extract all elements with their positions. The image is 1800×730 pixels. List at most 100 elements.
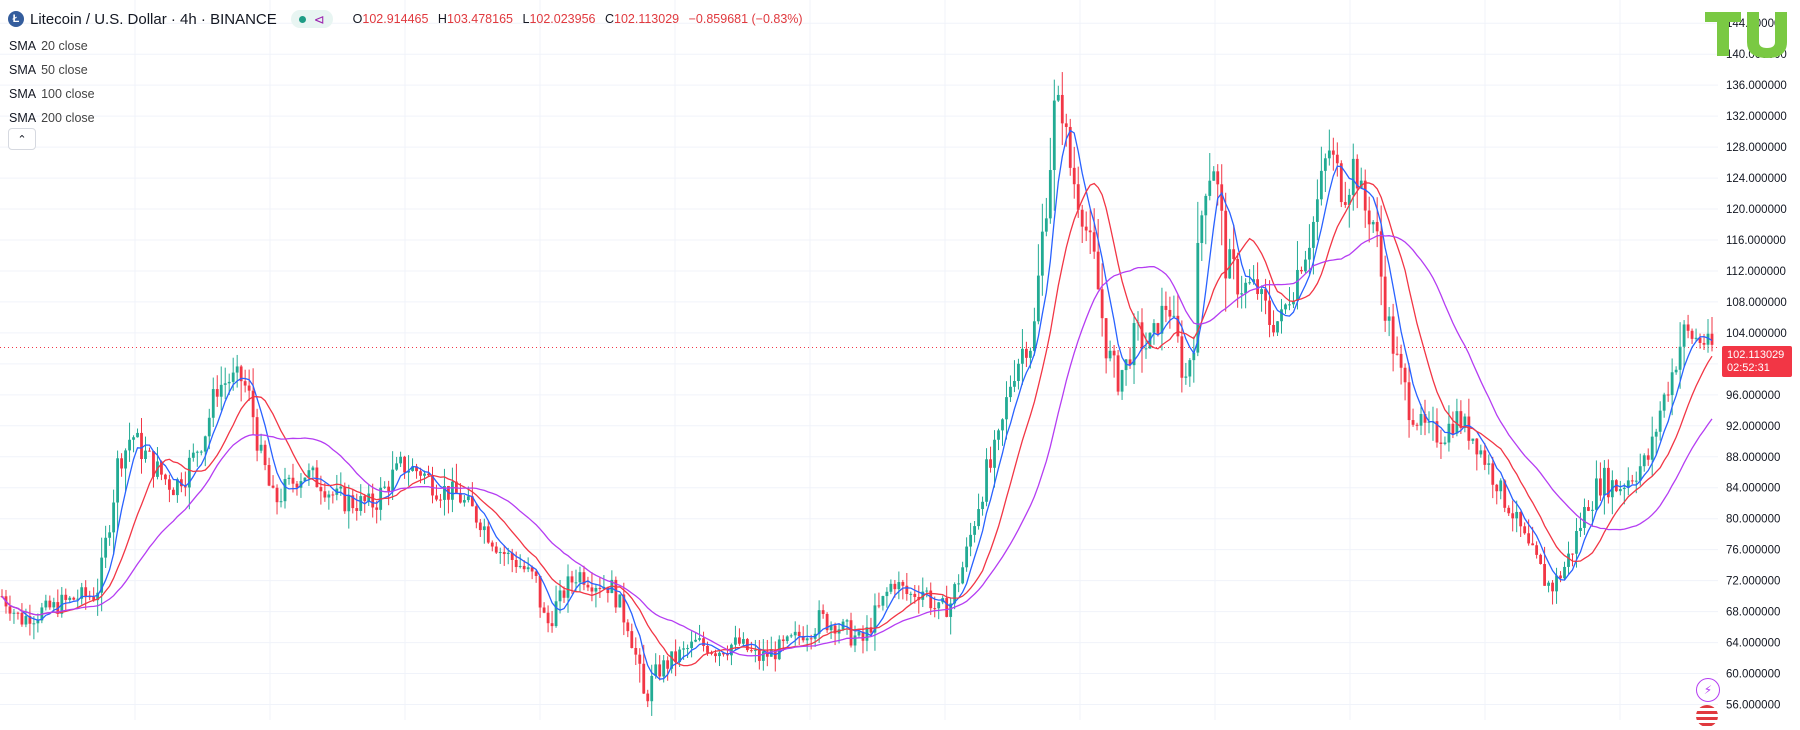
candle-body [590, 587, 594, 592]
candle-body [1415, 424, 1419, 426]
candle-body [726, 654, 729, 656]
candle-body [829, 625, 833, 631]
candle-body [514, 560, 518, 568]
candle-body [235, 366, 239, 373]
candle-body [622, 594, 626, 623]
candle-body [1670, 372, 1674, 396]
candle-body [1240, 293, 1244, 295]
candle-body [247, 385, 251, 391]
candle-body [909, 593, 913, 595]
candle-body [598, 587, 602, 589]
us-flag-icon[interactable] [1696, 705, 1718, 727]
candle-body [722, 652, 725, 655]
price-axis: 144.000000140.000000136.000000132.000000… [1726, 18, 1787, 711]
candle-body [1300, 269, 1303, 272]
indicator-sma-20[interactable]: SMA 20 close [9, 39, 88, 53]
candle-body [686, 648, 689, 650]
candle-body [1531, 543, 1535, 546]
candle-body [1280, 309, 1283, 322]
indicator-sma-50[interactable]: SMA 50 close [9, 63, 88, 77]
candle-body [1339, 163, 1343, 203]
candle-body [1543, 563, 1546, 586]
flash-icon[interactable]: ⚡ [1696, 678, 1720, 702]
candle-body [658, 664, 662, 677]
candle-body [793, 631, 797, 636]
candle-body [168, 479, 171, 490]
price-tick-label: 104.000000 [1726, 328, 1787, 340]
candle-body [1272, 324, 1275, 333]
candle-body [785, 636, 789, 642]
share-icon[interactable]: ⊲ [313, 11, 325, 27]
candle-body [1710, 333, 1714, 345]
price-tick-label: 96.000000 [1726, 390, 1780, 402]
candle-body [666, 660, 670, 669]
price-tick-label: 124.000000 [1726, 173, 1787, 185]
candle-body [989, 459, 992, 468]
candle-body [1443, 442, 1447, 444]
candle-body [351, 495, 355, 509]
collapse-legend-button[interactable]: ⌃ [8, 128, 36, 150]
candle-body [1160, 305, 1164, 334]
symbol-title[interactable]: Litecoin / U.S. Dollar · 4h · BINANCE [30, 10, 277, 28]
candle-body [164, 474, 167, 480]
candle-body [1479, 450, 1483, 455]
candle-body [1013, 381, 1016, 387]
chevron-up-icon: ⌃ [17, 133, 27, 146]
candle-body [1471, 438, 1475, 441]
candle-body [1702, 342, 1706, 345]
candle-body [1319, 170, 1323, 200]
ohlc-readout: O102.914465 H103.478165 L102.023956 C102… [352, 12, 803, 26]
candle-body [642, 663, 646, 694]
candle-body [1411, 420, 1415, 425]
candle-body [1407, 382, 1411, 421]
candle-body [761, 651, 765, 661]
candle-body [913, 593, 917, 597]
candle-body [283, 479, 287, 502]
candle-body [1375, 221, 1379, 232]
candle-body [291, 477, 295, 484]
candle-body [1347, 194, 1351, 205]
candle-body [873, 605, 877, 633]
candle-body [1096, 251, 1100, 290]
last-price-value: 102.113029 [1727, 348, 1785, 361]
candle-body [889, 583, 893, 592]
candle-body [1487, 463, 1491, 465]
candle-body [1296, 269, 1299, 301]
candle-body [375, 507, 379, 510]
candle-body [76, 598, 80, 600]
candle-body [1232, 249, 1236, 260]
candle-body [1387, 316, 1391, 321]
indicator-sma-200[interactable]: SMA 200 close [9, 111, 95, 125]
candle-body [594, 587, 598, 592]
candle-body [710, 652, 713, 654]
candle-body [586, 584, 590, 588]
candle-body [1200, 215, 1204, 243]
candle-body [530, 567, 534, 572]
candle-body [347, 495, 351, 512]
candle-body [1331, 150, 1335, 155]
candle-body [124, 450, 127, 469]
candle-body [1359, 180, 1363, 189]
candle-body [654, 664, 658, 676]
indicator-sma-100[interactable]: SMA 100 close [9, 87, 95, 101]
price-tick-label: 68.000000 [1726, 607, 1780, 619]
candle-body [486, 526, 490, 543]
candle-body [407, 470, 410, 473]
candle-body [215, 389, 219, 397]
candle-body [1292, 300, 1295, 305]
candle-body [1674, 369, 1678, 373]
candle-body [1244, 282, 1248, 294]
candle-body [789, 635, 793, 637]
candle-body [1515, 511, 1519, 519]
market-status-pill[interactable]: ⊲ [290, 10, 333, 28]
candle-body [171, 489, 175, 496]
candle-body [132, 437, 135, 440]
candle-body [175, 479, 179, 496]
candle-body [957, 583, 961, 585]
candle-body [191, 452, 195, 458]
candle-body [267, 465, 271, 486]
candle-body [179, 479, 183, 487]
price-tick-label: 84.000000 [1726, 483, 1780, 495]
candle-body [458, 492, 462, 503]
